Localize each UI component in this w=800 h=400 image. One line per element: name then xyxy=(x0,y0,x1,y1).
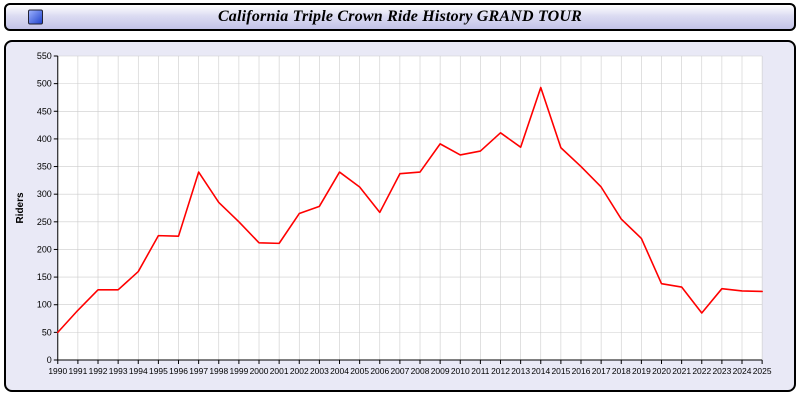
svg-text:50: 50 xyxy=(42,327,52,337)
svg-text:2022: 2022 xyxy=(692,366,711,376)
svg-text:2023: 2023 xyxy=(712,366,731,376)
svg-text:100: 100 xyxy=(37,300,52,310)
series-line-riders xyxy=(56,86,763,334)
svg-text:150: 150 xyxy=(37,272,52,282)
svg-text:2020: 2020 xyxy=(652,366,671,376)
svg-text:1994: 1994 xyxy=(129,366,148,376)
svg-text:2003: 2003 xyxy=(310,366,329,376)
svg-text:1991: 1991 xyxy=(68,366,87,376)
y-axis-title: Riders xyxy=(15,192,26,224)
y-tick-labels: 0 50 100 150 200 250 300 350 400 450 500 550 xyxy=(37,51,52,365)
svg-text:1997: 1997 xyxy=(189,366,208,376)
svg-text:1999: 1999 xyxy=(229,366,248,376)
svg-text:2021: 2021 xyxy=(672,366,691,376)
svg-text:550: 550 xyxy=(37,51,52,61)
svg-text:2006: 2006 xyxy=(370,366,389,376)
window-title: California Triple Crown Ride History GRA… xyxy=(217,8,583,25)
svg-text:2010: 2010 xyxy=(451,366,470,376)
svg-text:2011: 2011 xyxy=(471,366,489,376)
window-icon xyxy=(28,9,43,25)
axes xyxy=(53,55,763,364)
svg-text:2019: 2019 xyxy=(632,366,651,376)
svg-text:1992: 1992 xyxy=(89,366,108,376)
svg-text:250: 250 xyxy=(37,217,52,227)
svg-text:450: 450 xyxy=(37,106,52,116)
svg-text:1996: 1996 xyxy=(169,366,188,376)
svg-text:300: 300 xyxy=(37,189,52,199)
svg-text:2013: 2013 xyxy=(511,366,530,376)
svg-text:200: 200 xyxy=(37,244,52,254)
svg-text:500: 500 xyxy=(37,79,52,89)
svg-text:2016: 2016 xyxy=(572,366,591,376)
svg-text:1990: 1990 xyxy=(48,366,67,376)
svg-text:350: 350 xyxy=(37,162,52,172)
svg-text:2009: 2009 xyxy=(431,366,450,376)
svg-text:2017: 2017 xyxy=(592,366,611,376)
svg-text:2001: 2001 xyxy=(270,366,289,376)
svg-text:2004: 2004 xyxy=(330,366,349,376)
chart-panel: 0 50 100 150 200 250 300 350 400 450 500 550 1990 199… xyxy=(4,40,796,392)
svg-text:2012: 2012 xyxy=(491,366,510,376)
svg-text:2002: 2002 xyxy=(290,366,309,376)
svg-text:0: 0 xyxy=(47,355,52,365)
svg-text:1995: 1995 xyxy=(149,366,168,376)
svg-text:2018: 2018 xyxy=(612,366,631,376)
svg-text:400: 400 xyxy=(37,134,52,144)
svg-text:2008: 2008 xyxy=(411,366,430,376)
svg-text:2024: 2024 xyxy=(733,366,752,376)
svg-text:2014: 2014 xyxy=(531,366,550,376)
window-titlebar: California Triple Crown Ride History GRA… xyxy=(4,3,796,31)
svg-text:2005: 2005 xyxy=(350,366,369,376)
plot-background xyxy=(57,56,763,360)
svg-text:1993: 1993 xyxy=(109,366,128,376)
svg-text:2015: 2015 xyxy=(551,366,570,376)
x-tick-labels: 1990 1991 1992 1993 1994 1995 1996 1997 1998 1999… xyxy=(48,366,771,376)
svg-text:2007: 2007 xyxy=(390,366,409,376)
svg-text:2025: 2025 xyxy=(753,366,772,376)
svg-text:2000: 2000 xyxy=(250,366,269,376)
svg-text:1998: 1998 xyxy=(209,366,228,376)
